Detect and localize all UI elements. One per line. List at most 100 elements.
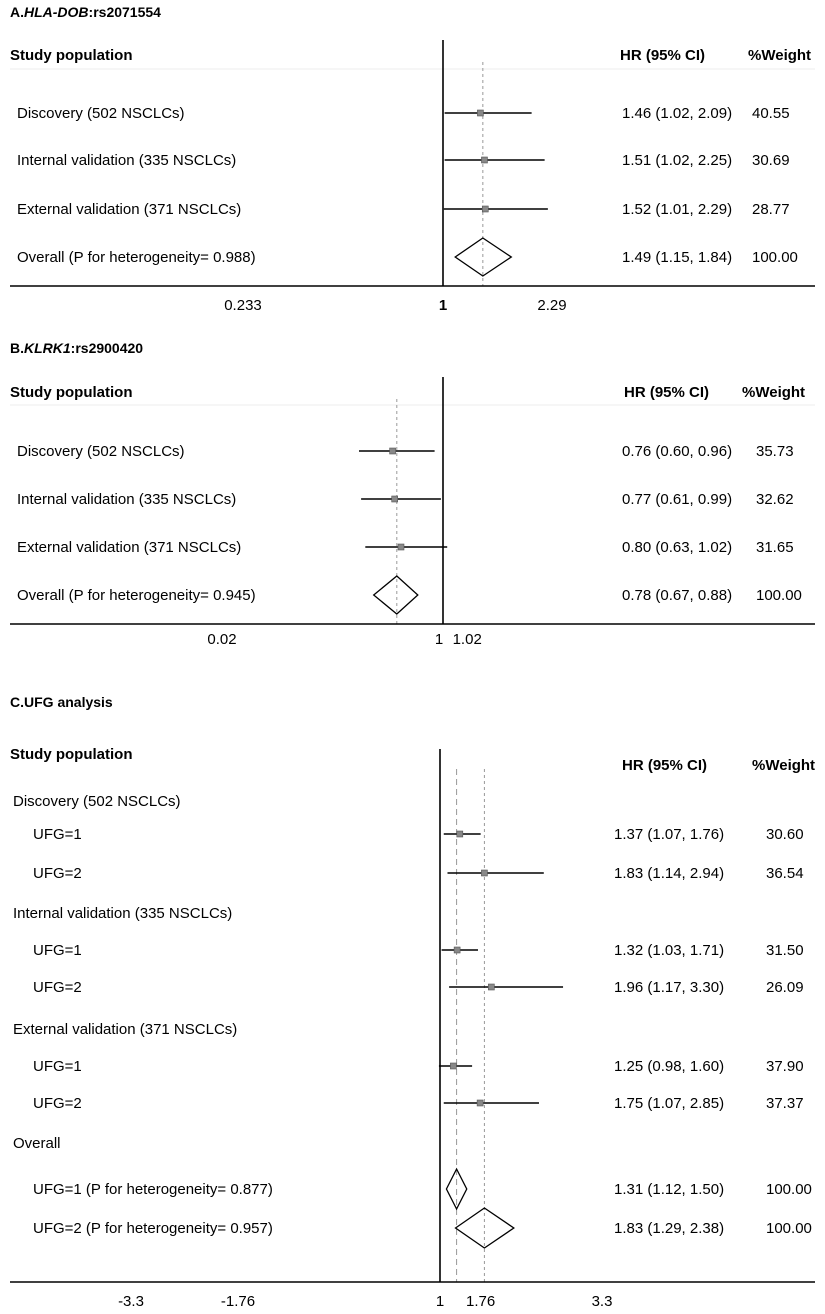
row-label: External validation (371 NSCLCs) <box>17 539 241 556</box>
panel-title-gene: HLA-DOB <box>24 4 89 20</box>
x-tick-label: 0.02 <box>207 631 236 648</box>
forest-panel-a: A.HLA-DOB:rs2071554 Study population HR (9… <box>10 4 815 314</box>
x-tick-label: 1 <box>435 631 443 648</box>
row-label: UFG=2 (P for heterogeneity= 0.957) <box>33 1220 273 1237</box>
row-label: Discovery (502 NSCLCs) <box>17 105 185 122</box>
header-weight: %Weight <box>752 757 815 774</box>
group-label: Internal validation (335 NSCLCs) <box>13 905 232 922</box>
x-tick-label: 1.02 <box>453 631 482 648</box>
weight-value: 36.54 <box>766 865 804 882</box>
pooled-estimate-diamond <box>445 1167 468 1211</box>
point-estimate-box <box>477 109 484 117</box>
row-label: Overall (P for heterogeneity= 0.988) <box>17 249 256 266</box>
forest-panel-b: B.KLRK1:rs2900420 Study population HR (95%… <box>10 340 815 648</box>
point-estimate-box <box>481 156 488 164</box>
panel-label: A. <box>10 4 24 20</box>
weight-value: 28.77 <box>752 201 790 218</box>
point-estimate-box <box>453 946 461 954</box>
x-tick-label: 1 <box>436 1293 444 1310</box>
panel-label: C. <box>10 694 24 710</box>
hr-ci-value: 1.51 (1.02, 2.25) <box>622 152 732 169</box>
header-weight: %Weight <box>742 384 805 401</box>
weight-value: 32.62 <box>756 491 794 508</box>
pooled-estimate-diamond <box>372 575 419 615</box>
hr-ci-value: 1.96 (1.17, 3.30) <box>614 979 724 996</box>
hr-ci-value: 1.37 (1.07, 1.76) <box>614 826 724 843</box>
point-estimate-box <box>389 447 396 455</box>
hr-ci-value: 1.25 (0.98, 1.60) <box>614 1058 724 1075</box>
point-estimate-box <box>488 983 495 991</box>
pooled-estimate-diamond <box>454 237 513 277</box>
x-tick-label: 1 <box>439 297 447 314</box>
group-label: External validation (371 NSCLCs) <box>13 1021 237 1038</box>
panel-title: B.KLRK1:rs2900420 <box>10 340 143 356</box>
panel-title-rest: UFG analysis <box>24 694 113 710</box>
panel-label: B. <box>10 340 24 356</box>
weight-value: 30.60 <box>766 826 804 843</box>
header-weight: %Weight <box>748 47 811 64</box>
header-study-population: Study population <box>10 746 132 763</box>
panel-title-rest: :rs2900420 <box>71 340 144 356</box>
row-label: UFG=1 <box>33 826 82 843</box>
weight-value: 37.37 <box>766 1095 804 1112</box>
pooled-estimate-diamond <box>454 1207 515 1249</box>
weight-value: 100.00 <box>766 1220 812 1237</box>
weight-value: 37.90 <box>766 1058 804 1075</box>
row-label: UFG=2 <box>33 1095 82 1112</box>
weight-value: 26.09 <box>766 979 804 996</box>
header-hr-ci: HR (95% CI) <box>620 47 705 64</box>
point-estimate-box <box>450 1062 457 1070</box>
x-tick-label: -3.3 <box>118 1293 144 1310</box>
x-tick-label: 3.3 <box>592 1293 613 1310</box>
hr-ci-value: 1.75 (1.07, 2.85) <box>614 1095 724 1112</box>
panel-title: A.HLA-DOB:rs2071554 <box>10 4 161 20</box>
weight-value: 40.55 <box>752 105 790 122</box>
weight-value: 100.00 <box>766 1181 812 1198</box>
header-study-population: Study population <box>10 47 132 64</box>
header-hr-ci: HR (95% CI) <box>622 757 707 774</box>
row-label: UFG=1 <box>33 942 82 959</box>
forest-panel-c: C.UFG analysis Study population HR (95% CI… <box>10 694 815 1310</box>
x-tick-label: 1.76 <box>466 1293 495 1310</box>
weight-value: 30.69 <box>752 152 790 169</box>
point-estimate-box <box>397 543 405 551</box>
weight-value: 31.65 <box>756 539 794 556</box>
header-hr-ci: HR (95% CI) <box>624 384 709 401</box>
hr-ci-value: 1.31 (1.12, 1.50) <box>614 1181 724 1198</box>
panel-title-gene: KLRK1 <box>24 340 71 356</box>
weight-value: 100.00 <box>752 249 798 266</box>
hr-ci-value: 0.78 (0.67, 0.88) <box>622 587 732 604</box>
x-tick-label: -1.76 <box>221 1293 255 1310</box>
row-label: Overall (P for heterogeneity= 0.945) <box>17 587 256 604</box>
group-label: Discovery (502 NSCLCs) <box>13 793 181 810</box>
row-label: UFG=1 (P for heterogeneity= 0.877) <box>33 1181 273 1198</box>
point-estimate-box <box>391 495 399 503</box>
hr-ci-value: 1.83 (1.29, 2.38) <box>614 1220 724 1237</box>
row-label: UFG=2 <box>33 865 82 882</box>
row-label: Discovery (502 NSCLCs) <box>17 443 185 460</box>
point-estimate-box <box>476 1099 484 1107</box>
hr-ci-value: 1.52 (1.01, 2.29) <box>622 201 732 218</box>
hr-ci-value: 1.83 (1.14, 2.94) <box>614 865 724 882</box>
group-label: Overall <box>13 1135 61 1152</box>
hr-ci-value: 1.32 (1.03, 1.71) <box>614 942 724 959</box>
weight-value: 31.50 <box>766 942 804 959</box>
point-estimate-box <box>481 205 489 213</box>
weight-value: 100.00 <box>756 587 802 604</box>
header-study-population: Study population <box>10 384 132 401</box>
weight-value: 35.73 <box>756 443 794 460</box>
row-label: UFG=2 <box>33 979 82 996</box>
point-estimate-box <box>481 869 488 877</box>
row-label: Internal validation (335 NSCLCs) <box>17 152 236 169</box>
row-label: External validation (371 NSCLCs) <box>17 201 241 218</box>
hr-ci-value: 0.80 (0.63, 1.02) <box>622 539 732 556</box>
hr-ci-value: 0.76 (0.60, 0.96) <box>622 443 732 460</box>
panel-title: C.UFG analysis <box>10 694 113 710</box>
row-label: Internal validation (335 NSCLCs) <box>17 491 236 508</box>
hr-ci-value: 1.46 (1.02, 2.09) <box>622 105 732 122</box>
x-tick-label: 0.233 <box>224 297 262 314</box>
x-tick-label: 2.29 <box>537 297 566 314</box>
hr-ci-value: 0.77 (0.61, 0.99) <box>622 491 732 508</box>
panel-title-rest: :rs2071554 <box>89 4 162 20</box>
